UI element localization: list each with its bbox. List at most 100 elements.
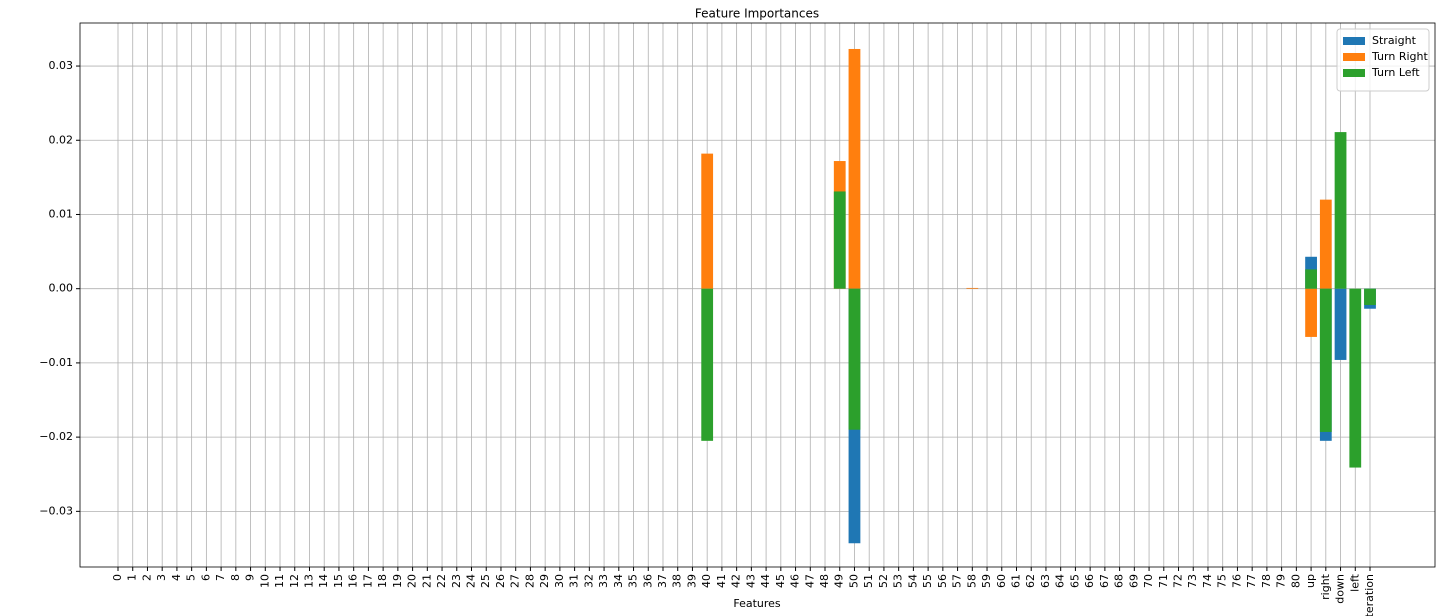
x-tick-label: 68 <box>1113 574 1126 588</box>
x-tick-label: 44 <box>759 574 772 588</box>
x-tick-label: 40 <box>700 574 713 588</box>
x-tick-label: 8 <box>229 574 242 581</box>
bar <box>701 153 714 289</box>
x-tick-label: 58 <box>965 574 978 588</box>
x-tick-label: 41 <box>715 574 728 588</box>
x-tick-label: 9 <box>244 574 257 581</box>
plot-frame <box>79 22 1436 568</box>
x-tick-label: 30 <box>553 574 566 588</box>
x-tick-label: 59 <box>980 574 993 588</box>
x-tick-label: 55 <box>921 574 934 588</box>
x-tick-label: 78 <box>1260 574 1273 588</box>
x-tick-label: 50 <box>847 574 860 588</box>
x-tick-label: 38 <box>671 574 684 588</box>
x-tick-label: 4 <box>170 574 183 581</box>
legend-swatch <box>1343 37 1365 45</box>
y-tick-label: 0.00 <box>49 282 74 295</box>
bar <box>1349 288 1362 468</box>
x-tick-label: 54 <box>906 574 919 588</box>
y-tick-label: 0.03 <box>49 59 74 72</box>
x-tick-label: 1 <box>126 574 139 581</box>
x-tick-label: 53 <box>892 574 905 588</box>
x-tick-label: 49 <box>833 574 846 588</box>
x-tick-label: 69 <box>1127 574 1140 588</box>
bar <box>1319 199 1332 289</box>
legend-swatch <box>1343 53 1365 61</box>
x-tick-label: left <box>1348 573 1361 592</box>
x-tick-label: 15 <box>332 574 345 588</box>
legend-swatch <box>1343 69 1365 77</box>
x-tick-label: 70 <box>1142 574 1155 588</box>
x-tick-label: 31 <box>568 574 581 588</box>
x-tick-label: 3 <box>155 574 168 581</box>
bar <box>1305 269 1317 289</box>
x-tick-label: 46 <box>789 574 802 588</box>
x-tick-label: 25 <box>479 574 492 588</box>
bar <box>1334 132 1347 289</box>
x-tick-label: 76 <box>1230 574 1243 588</box>
legend-label: Straight <box>1372 34 1417 47</box>
x-tick-label: 42 <box>730 574 743 588</box>
x-tick-label: 23 <box>450 574 463 588</box>
x-tick-label: 5 <box>185 574 198 581</box>
x-tick-label: 35 <box>627 574 640 588</box>
bar <box>848 48 861 289</box>
x-tick-label: up <box>1304 574 1317 588</box>
y-tick-label: 0.02 <box>49 133 74 146</box>
x-tick-label: 61 <box>1009 574 1022 588</box>
x-tick-label: 19 <box>391 574 404 588</box>
x-tick-label: 62 <box>1024 574 1037 588</box>
x-tick-label: 2 <box>140 574 153 581</box>
x-tick-label: 34 <box>612 574 625 588</box>
x-tick-label: 6 <box>199 574 212 581</box>
x-tick-label: 79 <box>1275 574 1288 588</box>
x-tick-label: 52 <box>877 574 890 588</box>
x-tick-label: 60 <box>995 574 1008 588</box>
bar <box>1334 288 1347 360</box>
bar <box>1319 288 1332 432</box>
x-tick-label: 57 <box>951 574 964 588</box>
x-tick-label: 16 <box>347 574 360 588</box>
y-tick-label: −0.03 <box>39 504 73 517</box>
x-tick-label: 0 <box>111 574 124 581</box>
y-tick-label: −0.02 <box>39 430 73 443</box>
x-tick-label: 56 <box>936 574 949 588</box>
x-tick-label: 72 <box>1172 574 1185 588</box>
x-tick-label: 29 <box>538 574 551 588</box>
bar <box>1364 288 1376 306</box>
bar <box>1305 288 1317 337</box>
x-tick-label: 51 <box>862 574 875 588</box>
x-tick-label: 74 <box>1201 574 1214 588</box>
x-tick-label: 26 <box>494 574 507 588</box>
x-tick-label: 13 <box>302 574 315 588</box>
bar <box>701 288 714 441</box>
x-tick-label: 12 <box>288 574 301 588</box>
x-tick-label: 22 <box>435 574 448 588</box>
x-tick-label: 27 <box>509 574 522 588</box>
y-tick-label: −0.01 <box>39 356 73 369</box>
x-tick-label: 10 <box>258 574 271 588</box>
x-tick-label: 65 <box>1068 574 1081 588</box>
x-tick-label: 21 <box>420 574 433 588</box>
x-tick-label: down <box>1334 574 1347 604</box>
x-tick-label: 39 <box>685 574 698 588</box>
x-tick-label: 71 <box>1157 574 1170 588</box>
bar <box>966 287 979 289</box>
x-tick-label: 20 <box>406 574 419 588</box>
x-tick-label: 73 <box>1186 574 1199 588</box>
x-tick-label: 48 <box>818 574 831 588</box>
x-tick-label: 24 <box>465 574 478 588</box>
x-tick-label: iteration <box>1363 574 1376 616</box>
legend-label: Turn Left <box>1371 66 1420 79</box>
x-tick-label: 18 <box>376 574 389 588</box>
x-tick-label: 64 <box>1054 574 1067 588</box>
x-tick-label: 14 <box>317 574 330 588</box>
x-axis-label: Features <box>733 597 781 610</box>
bar <box>848 288 861 430</box>
x-tick-label: 32 <box>582 574 595 588</box>
x-tick-label: 45 <box>774 574 787 588</box>
x-tick-label: 75 <box>1216 574 1229 588</box>
bar <box>833 191 846 289</box>
